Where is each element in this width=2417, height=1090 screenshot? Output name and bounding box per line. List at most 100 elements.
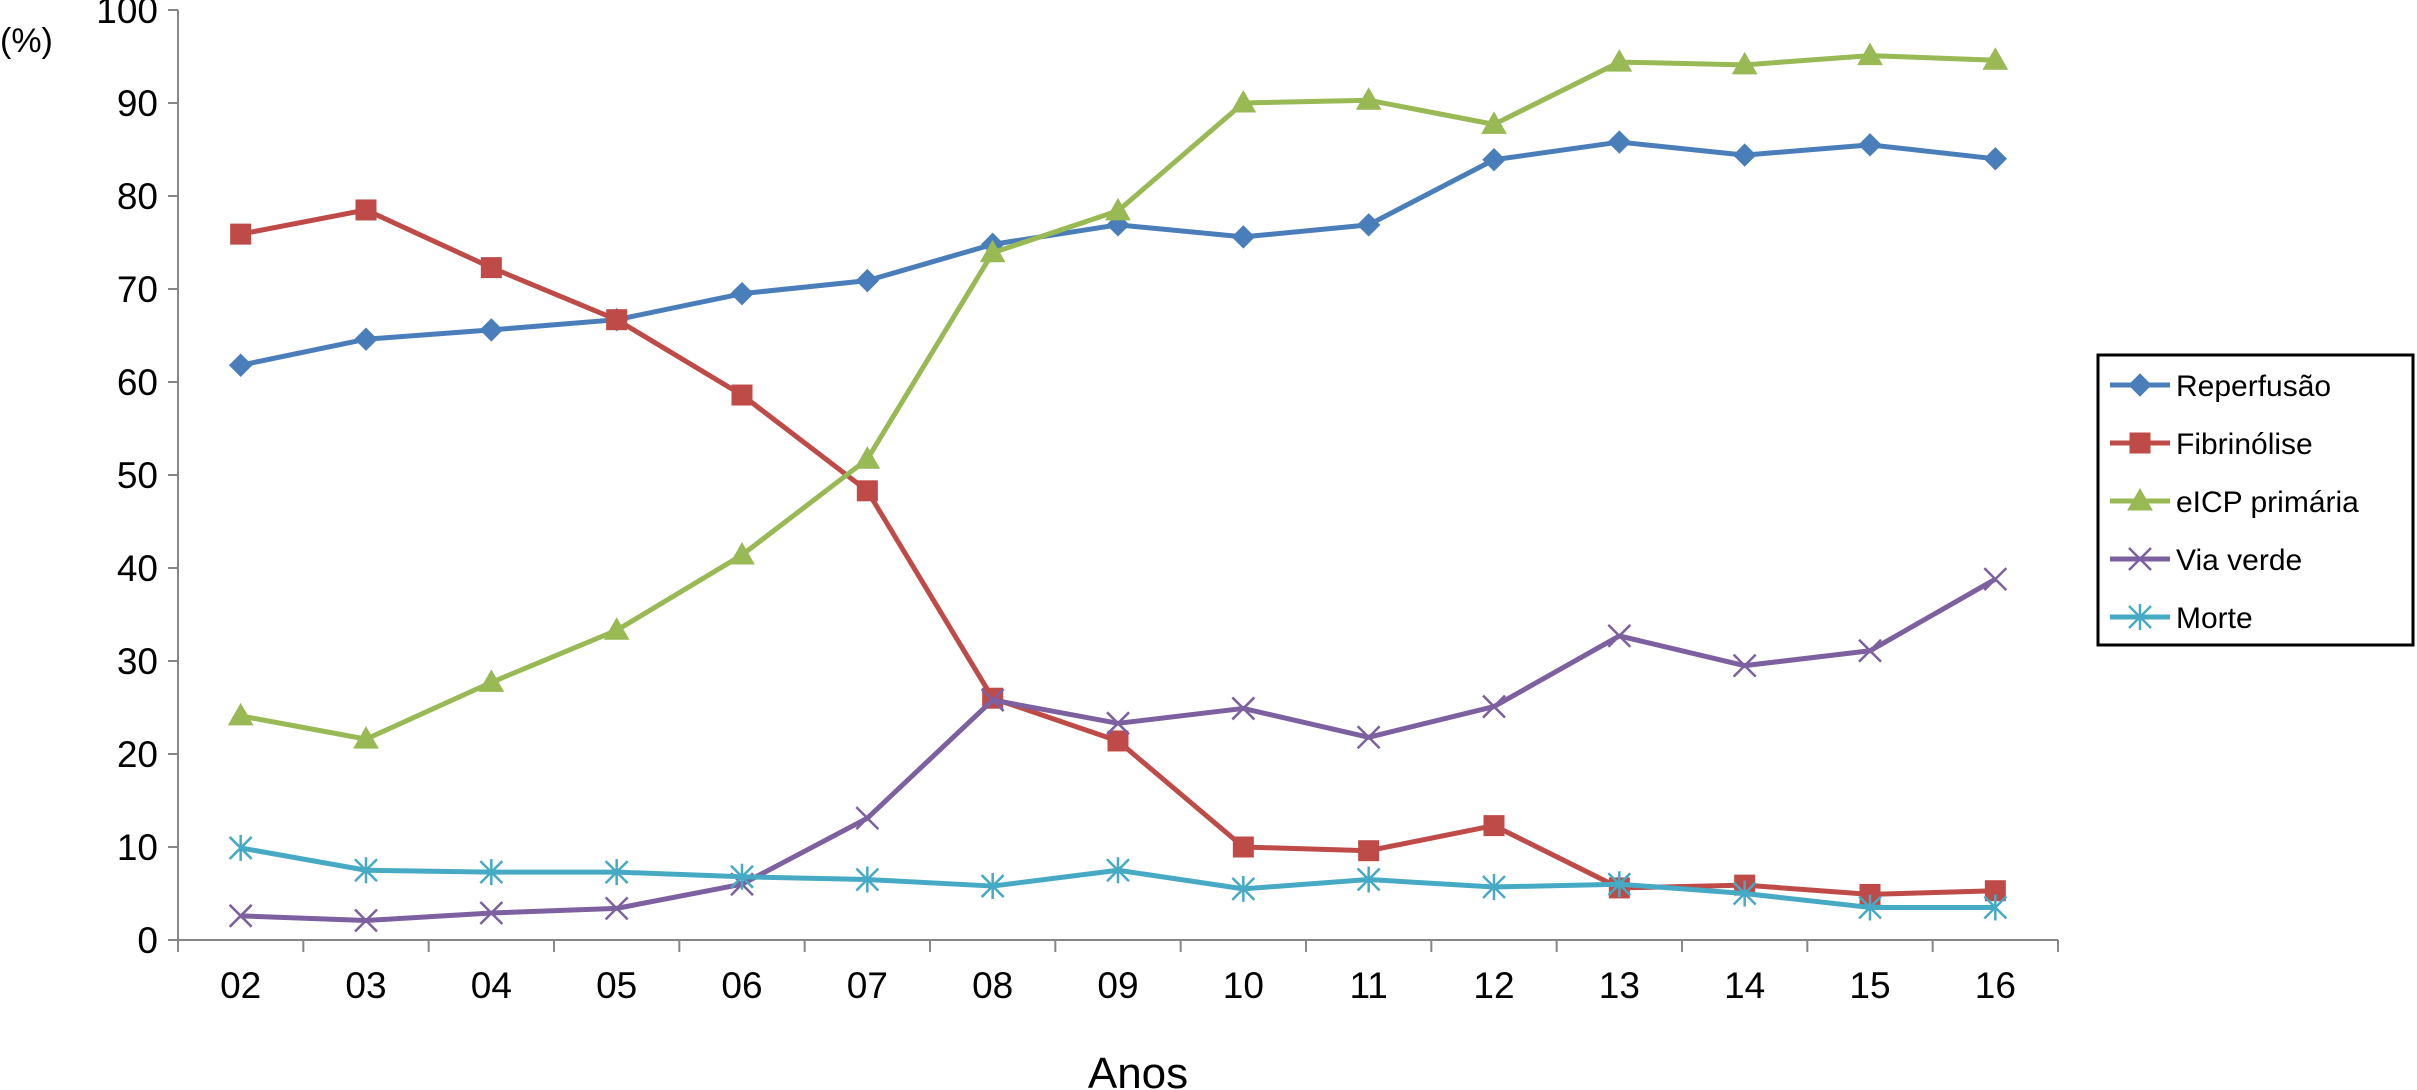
legend-item: Fibrinólise <box>2110 428 2313 461</box>
data-point <box>731 384 753 406</box>
data-point <box>1231 225 1256 249</box>
data-point <box>1607 130 1632 154</box>
legend-label: Morte <box>2176 602 2253 635</box>
series-layer <box>227 42 2009 933</box>
data-point <box>1355 87 1382 110</box>
legend-item: Reperfusão <box>2110 370 2331 403</box>
data-point <box>480 257 502 279</box>
data-point <box>228 834 253 861</box>
data-point <box>1107 730 1129 752</box>
data-point <box>854 446 881 469</box>
data-point <box>355 199 377 221</box>
data-point <box>2128 604 2152 630</box>
axes <box>177 10 2058 941</box>
legend-item: Morte <box>2110 602 2253 635</box>
series-4 <box>228 834 2008 921</box>
x-tick-label: 07 <box>847 965 888 1006</box>
data-point <box>1983 147 2008 171</box>
legend: Reperfusão Fibrinólise eICP primária Via ve… <box>2096 353 2415 647</box>
series-line <box>240 139 1996 368</box>
x-tick-label: 08 <box>972 965 1013 1006</box>
x-tick-label: 16 <box>1975 965 2016 1006</box>
y-axis-ticks: 0 10 20 30 40 50 60 70 80 90 100 <box>96 0 178 961</box>
data-point <box>1857 42 1883 66</box>
y-tick-label: 60 <box>117 362 158 403</box>
x-tick-label: 05 <box>596 965 637 1006</box>
data-point <box>730 281 754 306</box>
x-tick-label: 10 <box>1223 965 1264 1006</box>
x-tick-label: 13 <box>1599 965 1640 1006</box>
data-point <box>1481 111 1507 134</box>
data-point <box>2127 487 2153 511</box>
data-point <box>980 688 1005 712</box>
data-point <box>979 239 1006 263</box>
data-point <box>479 318 504 342</box>
series-line <box>240 207 1996 897</box>
x-tick-label: 06 <box>721 965 762 1006</box>
data-point <box>603 617 630 640</box>
data-point <box>1232 836 1254 858</box>
data-point <box>1732 143 1757 167</box>
y-tick-label: 40 <box>117 548 158 589</box>
data-point <box>604 896 629 921</box>
data-point <box>2128 547 2152 571</box>
x-axis-title: Anos <box>1088 1049 1188 1090</box>
y-tick-label: 100 <box>96 0 158 31</box>
data-point <box>856 480 878 502</box>
data-point <box>855 268 880 293</box>
data-point <box>1356 213 1381 237</box>
x-tick-label: 09 <box>1097 965 1138 1006</box>
data-point <box>730 863 754 890</box>
series-line <box>240 53 1996 742</box>
data-point <box>1106 711 1130 736</box>
data-point <box>1732 880 1757 907</box>
y-tick-label: 10 <box>117 827 158 868</box>
x-tick-label: 12 <box>1473 965 1514 1006</box>
legend-label: Reperfusão <box>2176 370 2331 403</box>
data-point <box>1230 89 1257 113</box>
data-point <box>1105 197 1131 221</box>
y-tick-label: 0 <box>137 920 158 961</box>
data-point <box>228 903 253 928</box>
data-point <box>2129 432 2151 454</box>
data-point <box>230 223 252 245</box>
data-point <box>228 353 253 377</box>
series-1 <box>230 199 2006 905</box>
data-point <box>353 726 379 749</box>
legend-item: Via verde <box>2110 544 2302 577</box>
data-point <box>478 669 505 692</box>
data-point <box>1231 696 1256 721</box>
data-point <box>1858 894 1882 921</box>
data-point <box>1607 624 1632 648</box>
data-point <box>1106 857 1130 884</box>
y-tick-label: 90 <box>117 83 158 124</box>
x-tick-label: 14 <box>1724 965 1765 1006</box>
data-point <box>1983 567 2008 592</box>
y-tick-label: 50 <box>117 455 158 496</box>
data-point <box>2128 373 2152 397</box>
y-tick-label: 30 <box>117 641 158 682</box>
data-point <box>980 873 1005 900</box>
legend-item: eICP primária <box>2110 486 2359 519</box>
legend-label: Fibrinólise <box>2176 428 2313 461</box>
data-point <box>1483 815 1505 837</box>
x-tick-label: 04 <box>471 965 512 1006</box>
data-point <box>1482 148 1506 172</box>
data-point <box>606 309 628 331</box>
data-point <box>354 908 378 933</box>
y-axis-title: (%) <box>0 22 53 60</box>
data-point <box>1607 871 1632 898</box>
data-point <box>1356 866 1381 893</box>
data-point <box>1731 51 1758 75</box>
data-point <box>1231 875 1256 902</box>
data-point <box>1482 694 1506 719</box>
series-2 <box>227 42 2009 749</box>
y-tick-label: 70 <box>117 269 158 310</box>
legend-label: Via verde <box>2176 544 2302 577</box>
x-tick-label: 15 <box>1849 965 1890 1006</box>
x-tick-label: 02 <box>220 965 261 1006</box>
data-point <box>1858 133 1882 157</box>
data-point <box>1358 840 1380 862</box>
series-3 <box>228 567 2008 933</box>
